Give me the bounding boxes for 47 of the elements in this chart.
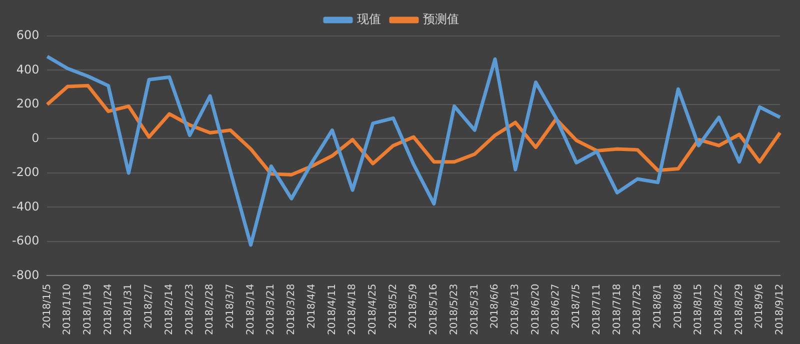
x-tick-label: 2018/1/31 bbox=[123, 284, 134, 336]
y-tick-label: -200 bbox=[12, 165, 40, 180]
x-tick-label: 2018/9/12 bbox=[774, 284, 786, 336]
x-tick-label: 2018/8/29 bbox=[734, 284, 745, 336]
x-tick-label: 2018/3/7 bbox=[225, 284, 236, 329]
x-tick-label: 2018/6/6 bbox=[490, 284, 501, 329]
y-tick-label: 0 bbox=[32, 130, 40, 145]
y-tick-label: 200 bbox=[16, 96, 40, 111]
x-tick-label: 2018/8/1 bbox=[652, 284, 664, 329]
x-tick-label: 2018/9/6 bbox=[754, 284, 766, 329]
y-tick-label: 600 bbox=[16, 28, 40, 42]
x-tick-label: 2018/2/28 bbox=[204, 284, 216, 336]
x-tick-label: 2018/4/18 bbox=[347, 284, 358, 336]
x-tick-label: 2018/5/16 bbox=[428, 284, 440, 336]
x-tick-label: 2018/5/23 bbox=[448, 284, 460, 336]
x-tick-label: 2018/8/22 bbox=[714, 284, 725, 336]
x-tick-label: 2018/1/10 bbox=[62, 284, 74, 336]
legend-label: 预测值 bbox=[423, 12, 459, 26]
x-tick-label: 2018/4/11 bbox=[326, 284, 338, 336]
legend-label: 现值 bbox=[357, 12, 381, 26]
x-tick-label: 2018/2/14 bbox=[164, 284, 175, 336]
x-tick-label: 2018/5/31 bbox=[469, 284, 480, 336]
x-tick-label: 2018/3/21 bbox=[266, 284, 277, 336]
y-tick-label: -400 bbox=[12, 199, 40, 214]
x-tick-label: 2018/6/20 bbox=[530, 284, 542, 336]
x-tick-label: 2018/6/27 bbox=[550, 284, 562, 336]
y-tick-label: -600 bbox=[12, 234, 40, 248]
x-tick-label: 2018/8/15 bbox=[693, 284, 704, 336]
y-tick-label: 400 bbox=[16, 62, 40, 76]
y-tick-label: -800 bbox=[12, 268, 40, 282]
x-tick-label: 2018/5/9 bbox=[408, 284, 420, 329]
x-tick-label: 2018/1/5 bbox=[42, 284, 53, 329]
x-tick-label: 2018/7/11 bbox=[591, 284, 602, 336]
x-tick-label: 2018/7/18 bbox=[612, 284, 623, 336]
x-tick-label: 2018/1/24 bbox=[102, 284, 114, 336]
x-tick-label: 2018/4/25 bbox=[368, 284, 378, 336]
x-tick-label: 2018/8/8 bbox=[672, 284, 684, 329]
x-tick-label: 2018/1/19 bbox=[82, 284, 94, 336]
x-tick-label: 2018/7/25 bbox=[632, 284, 644, 336]
x-tick-label: 2018/6/13 bbox=[510, 284, 521, 336]
x-tick-label: 2018/3/28 bbox=[286, 284, 298, 336]
x-tick-label: 2018/5/2 bbox=[388, 284, 399, 329]
x-tick-label: 2018/3/14 bbox=[245, 284, 256, 336]
x-tick-label: 2018/4/4 bbox=[306, 284, 318, 329]
x-tick-label: 2018/7/5 bbox=[571, 284, 582, 329]
x-tick-label: 2018/2/7 bbox=[144, 284, 155, 329]
x-tick-label: 2018/2/23 bbox=[184, 284, 196, 336]
